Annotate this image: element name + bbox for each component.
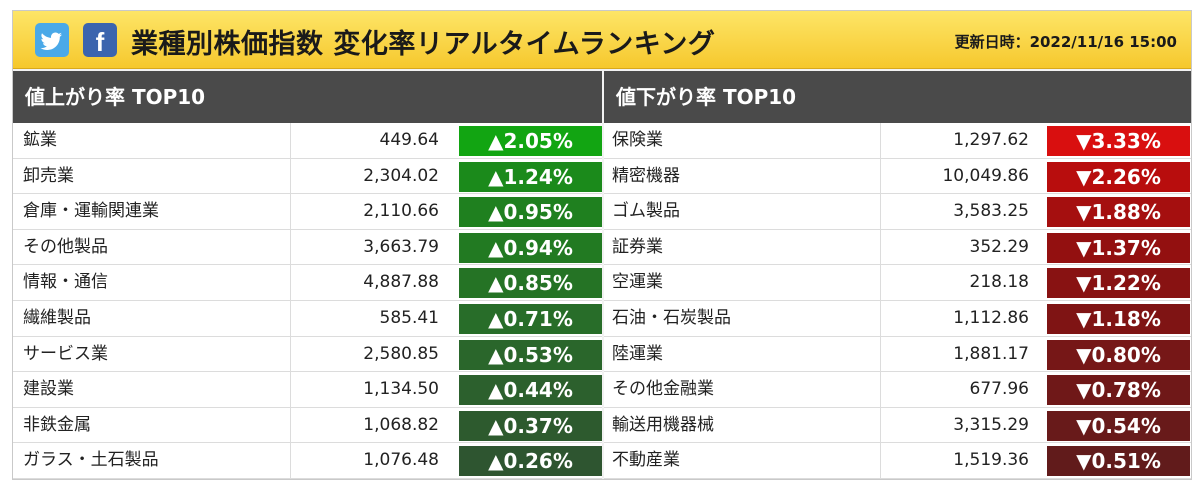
index-value: 449.64 bbox=[379, 130, 439, 150]
table-row[interactable]: 鉱業 449.64 ▲2.05% bbox=[13, 123, 602, 159]
index-value: 352.29 bbox=[969, 236, 1029, 257]
index-value: 10,049.86 bbox=[942, 165, 1029, 186]
table-row[interactable]: 証券業 352.29 ▼1.37% bbox=[604, 229, 1191, 266]
table-row[interactable]: 不動産業 1,519.36 ▼0.51% bbox=[604, 443, 1191, 479]
sector-name[interactable]: 保険業 bbox=[604, 123, 881, 158]
sector-name[interactable]: 不動産業 bbox=[604, 443, 881, 478]
sector-name[interactable]: 証券業 bbox=[604, 229, 881, 265]
table-row[interactable]: 倉庫・運輸関連業 2,110.66 ▲0.95% bbox=[13, 194, 602, 230]
index-value: 2,580.85 bbox=[363, 343, 439, 364]
table-row[interactable]: ガラス・土石製品 1,076.48 ▲0.26% bbox=[13, 443, 602, 479]
index-value: 2,110.66 bbox=[363, 201, 439, 222]
table-row[interactable]: ゴム製品 3,583.25 ▼1.88% bbox=[604, 194, 1191, 230]
sector-name[interactable]: 卸売業 bbox=[13, 158, 291, 194]
updated-timestamp: 更新日時：2022/11/16 15:00 bbox=[954, 33, 1177, 51]
table-row[interactable]: 陸運業 1,881.17 ▼0.80% bbox=[604, 336, 1191, 373]
index-value: 1,076.48 bbox=[363, 450, 439, 471]
change-rate-badge: ▲1.24% bbox=[459, 161, 602, 192]
index-value: 677.96 bbox=[969, 379, 1029, 400]
table-row[interactable]: 建設業 1,134.50 ▲0.44% bbox=[13, 372, 602, 408]
index-value: 1,134.50 bbox=[363, 379, 439, 400]
sector-name[interactable]: 建設業 bbox=[13, 372, 291, 407]
index-value: 3,315.29 bbox=[953, 414, 1029, 435]
table-row[interactable]: 空運業 218.18 ▼1.22% bbox=[604, 265, 1191, 301]
change-rate-badge: ▲2.05% bbox=[459, 126, 602, 156]
facebook-share-button[interactable]: f bbox=[83, 23, 117, 57]
table-row[interactable]: その他金融業 677.96 ▼0.78% bbox=[604, 372, 1191, 408]
sector-name[interactable]: 精密機器 bbox=[604, 158, 881, 194]
change-rate-badge: ▼1.18% bbox=[1047, 303, 1190, 334]
sector-name[interactable]: 石油・石炭製品 bbox=[604, 300, 881, 336]
table-row[interactable]: 卸売業 2,304.02 ▲1.24% bbox=[13, 158, 602, 195]
index-value: 3,583.25 bbox=[953, 201, 1029, 222]
sector-name[interactable]: 倉庫・運輸関連業 bbox=[13, 194, 291, 229]
table-row[interactable]: 精密機器 10,049.86 ▼2.26% bbox=[604, 158, 1191, 195]
change-rate-badge: ▼1.22% bbox=[1047, 268, 1190, 299]
table-row[interactable]: 非鉄金属 1,068.82 ▲0.37% bbox=[13, 407, 602, 444]
change-rate-badge: ▲0.26% bbox=[459, 446, 602, 477]
sector-name[interactable]: 陸運業 bbox=[604, 336, 881, 372]
sector-name[interactable]: ガラス・土石製品 bbox=[13, 443, 291, 478]
index-value: 218.18 bbox=[969, 272, 1029, 293]
change-rate-badge: ▼1.37% bbox=[1047, 232, 1190, 263]
gainers-panel: 値上がり率 TOP10 鉱業 449.64 ▲2.05% 卸売業 2,304.02 ▲1.… bbox=[13, 71, 602, 479]
sector-name[interactable]: 輸送用機器械 bbox=[604, 407, 881, 443]
gainers-heading: 値上がり率 TOP10 bbox=[13, 71, 602, 123]
index-value: 585.41 bbox=[379, 307, 439, 328]
table-row[interactable]: 輸送用機器械 3,315.29 ▼0.54% bbox=[604, 407, 1191, 444]
sector-name[interactable]: 非鉄金属 bbox=[13, 407, 291, 443]
twitter-share-button[interactable] bbox=[35, 23, 69, 57]
change-rate-badge: ▲0.53% bbox=[459, 339, 602, 370]
sector-name[interactable]: その他金融業 bbox=[604, 372, 881, 407]
index-value: 1,881.17 bbox=[953, 343, 1029, 364]
table-row[interactable]: 繊維製品 585.41 ▲0.71% bbox=[13, 300, 602, 337]
change-rate-badge: ▼2.26% bbox=[1047, 161, 1190, 192]
index-value: 2,304.02 bbox=[363, 165, 439, 186]
facebook-icon: f bbox=[95, 27, 105, 57]
change-rate-badge: ▲0.37% bbox=[459, 410, 602, 441]
change-rate-badge: ▼0.78% bbox=[1047, 375, 1190, 406]
change-rate-badge: ▼0.80% bbox=[1047, 339, 1190, 370]
change-rate-badge: ▲0.95% bbox=[459, 197, 602, 228]
sector-name[interactable]: 鉱業 bbox=[13, 123, 291, 158]
index-value: 1,519.36 bbox=[953, 450, 1029, 471]
sector-name[interactable]: サービス業 bbox=[13, 336, 291, 372]
sector-name[interactable]: 情報・通信 bbox=[13, 265, 291, 300]
change-rate-badge: ▲0.85% bbox=[459, 268, 602, 299]
change-rate-badge: ▲0.44% bbox=[459, 375, 602, 406]
index-value: 1,297.62 bbox=[953, 130, 1029, 150]
sector-name[interactable]: 空運業 bbox=[604, 265, 881, 300]
change-rate-badge: ▼0.51% bbox=[1047, 446, 1190, 477]
table-row[interactable]: 保険業 1,297.62 ▼3.33% bbox=[604, 123, 1191, 159]
index-value: 4,887.88 bbox=[363, 272, 439, 293]
change-rate-badge: ▼3.33% bbox=[1047, 126, 1190, 156]
sector-name[interactable]: 繊維製品 bbox=[13, 300, 291, 336]
sector-name[interactable]: その他製品 bbox=[13, 229, 291, 265]
twitter-icon bbox=[40, 32, 62, 50]
change-rate-badge: ▼1.88% bbox=[1047, 197, 1190, 228]
table-row[interactable]: その他製品 3,663.79 ▲0.94% bbox=[13, 229, 602, 266]
table-row[interactable]: 石油・石炭製品 1,112.86 ▼1.18% bbox=[604, 300, 1191, 337]
table-row[interactable]: サービス業 2,580.85 ▲0.53% bbox=[13, 336, 602, 373]
widget-header: f 業種別株価指数 変化率リアルタイムランキング 更新日時：2022/11/16… bbox=[13, 11, 1191, 69]
change-rate-badge: ▲0.71% bbox=[459, 303, 602, 334]
table-row[interactable]: 情報・通信 4,887.88 ▲0.85% bbox=[13, 265, 602, 301]
losers-heading: 値下がり率 TOP10 bbox=[602, 71, 1191, 123]
change-rate-badge: ▼0.54% bbox=[1047, 410, 1190, 441]
index-value: 1,112.86 bbox=[953, 307, 1029, 328]
ranking-widget: f 業種別株価指数 変化率リアルタイムランキング 更新日時：2022/11/16… bbox=[12, 10, 1192, 480]
index-value: 3,663.79 bbox=[363, 236, 439, 257]
page-title: 業種別株価指数 変化率リアルタイムランキング bbox=[131, 29, 716, 60]
losers-panel: 値下がり率 TOP10 保険業 1,297.62 ▼3.33% 精密機器 10,049.… bbox=[602, 71, 1191, 479]
change-rate-badge: ▲0.94% bbox=[459, 232, 602, 263]
sector-name[interactable]: ゴム製品 bbox=[604, 194, 881, 229]
index-value: 1,068.82 bbox=[363, 414, 439, 435]
